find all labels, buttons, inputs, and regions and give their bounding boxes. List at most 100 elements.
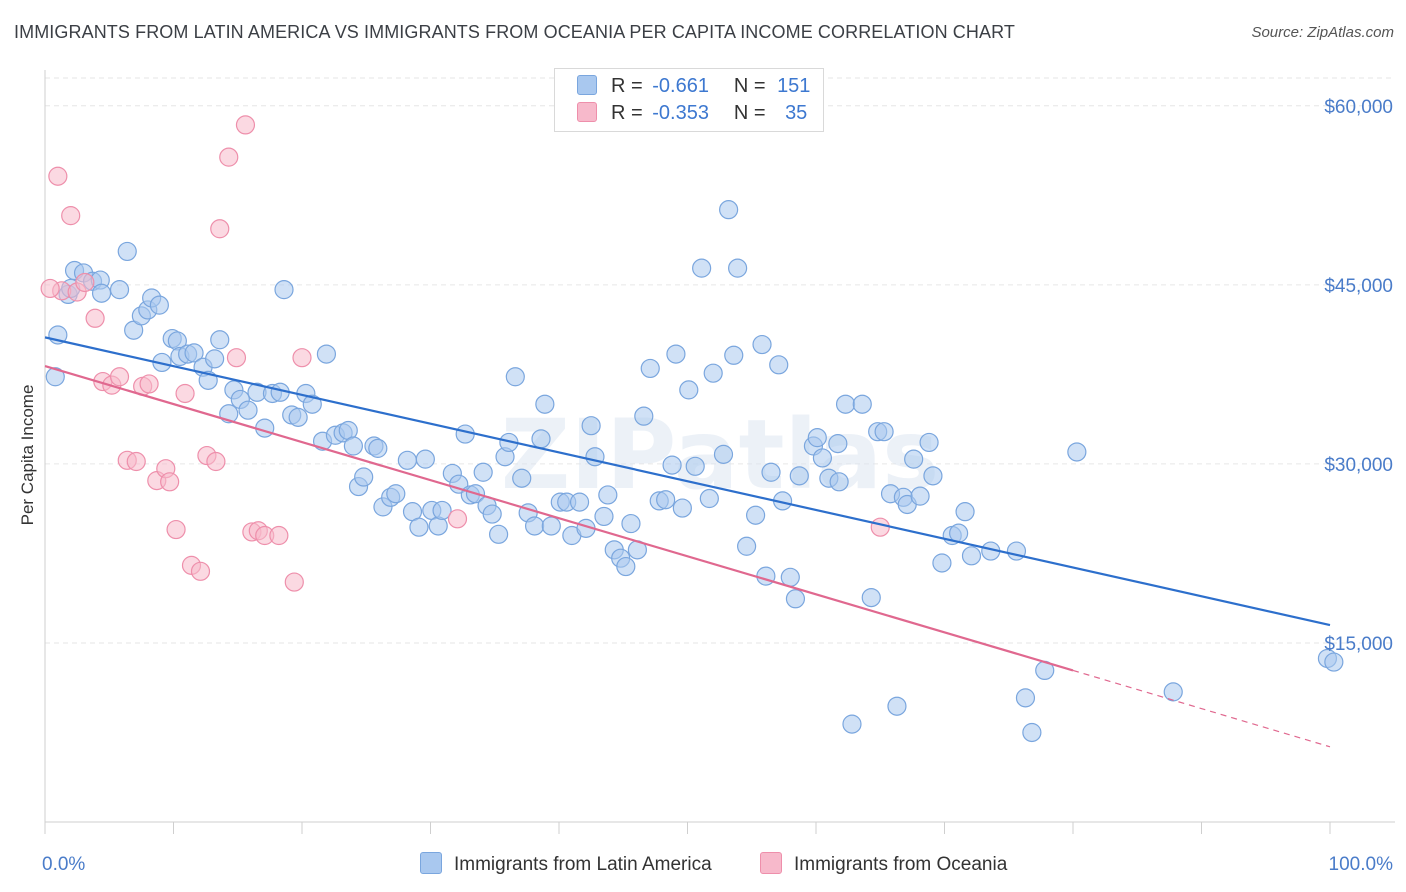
- data-point-latin-america: [835, 394, 856, 414]
- bottom-legend-swatch-pink: [760, 852, 782, 874]
- data-point-latin-america: [728, 258, 748, 278]
- data-point-latin-america: [656, 490, 676, 510]
- legend-n-label: N =: [733, 75, 766, 97]
- data-point-latin-america: [828, 434, 848, 454]
- data-point-latin-america: [746, 505, 766, 525]
- y-tick-label: $45,000: [1324, 276, 1393, 297]
- legend-n-label: N =: [733, 102, 766, 124]
- axes: [44, 70, 1395, 834]
- legend-r-label: R =: [611, 75, 643, 97]
- series-latin-america: [45, 200, 1344, 743]
- data-point-latin-america: [769, 355, 789, 375]
- data-point-latin-america: [354, 467, 374, 487]
- data-point-latin-america: [861, 587, 881, 608]
- legend-swatch-pink: [577, 102, 597, 122]
- data-point-latin-america: [789, 466, 809, 486]
- data-point-latin-america: [512, 468, 532, 488]
- trend-line-oceania-extrapolated: [1072, 669, 1331, 748]
- data-point-latin-america: [672, 498, 692, 518]
- data-point-latin-america: [807, 428, 827, 448]
- legend-row-oceania: R = -0.353 N = 35: [577, 102, 807, 128]
- y-axis-label: Per Capita Income: [18, 385, 37, 526]
- trend-lines: [44, 336, 1331, 748]
- bottom-legend-oceania: Immigrants from Oceania: [760, 852, 1007, 876]
- data-point-oceania: [85, 308, 105, 328]
- data-point-latin-america: [205, 349, 225, 369]
- data-point-latin-america: [397, 450, 417, 470]
- data-point-latin-america: [505, 367, 525, 387]
- data-point-latin-america: [581, 416, 601, 436]
- data-point-latin-america: [415, 449, 435, 469]
- data-point-oceania: [126, 451, 146, 472]
- data-point-oceania: [175, 383, 195, 404]
- data-point-oceania: [210, 219, 230, 239]
- bottom-legend-label: Immigrants from Latin America: [454, 854, 712, 875]
- data-point-oceania: [40, 278, 60, 299]
- data-point-oceania: [75, 272, 95, 293]
- x-tick-label-max: 100.0%: [1329, 854, 1394, 875]
- data-point-latin-america: [1015, 688, 1036, 708]
- data-point-latin-america: [432, 500, 452, 521]
- data-point-latin-america: [923, 466, 943, 486]
- data-point-latin-america: [274, 280, 294, 300]
- stats-legend: R = -0.661 N = 151 R = -0.353 N = 35: [554, 68, 824, 132]
- data-point-latin-america: [1324, 652, 1344, 672]
- data-point-oceania: [206, 451, 226, 472]
- data-point-latin-america: [109, 280, 130, 300]
- data-point-latin-america: [737, 536, 757, 556]
- data-point-latin-america: [343, 436, 363, 456]
- y-tick-label: $60,000: [1324, 97, 1393, 118]
- data-point-latin-america: [210, 330, 230, 350]
- data-point-oceania: [61, 206, 81, 226]
- y-tick-label: $15,000: [1324, 634, 1393, 655]
- data-point-oceania: [160, 472, 180, 492]
- data-point-oceania: [226, 348, 247, 368]
- data-point-latin-america: [598, 485, 618, 505]
- data-point-oceania: [139, 374, 159, 394]
- data-point-latin-america: [685, 456, 705, 476]
- data-point-latin-america: [535, 394, 555, 414]
- legend-row-latin-america: R = -0.661 N = 151: [577, 75, 810, 101]
- data-point-oceania: [269, 525, 289, 546]
- data-point-latin-america: [666, 344, 686, 364]
- data-point-latin-america: [569, 492, 590, 512]
- legend-r-value: -0.661: [652, 75, 709, 97]
- data-point-latin-america: [752, 334, 772, 355]
- data-point-oceania: [166, 519, 186, 540]
- data-point-latin-america: [713, 444, 734, 464]
- grid-lines: [45, 77, 1395, 644]
- data-point-latin-america: [455, 424, 475, 444]
- data-point-latin-america: [919, 432, 939, 453]
- data-point-latin-america: [1022, 722, 1042, 743]
- source-credit: Source: ZipAtlas.com: [1251, 24, 1394, 41]
- data-point-latin-america: [45, 367, 65, 387]
- legend-r-label: R =: [611, 102, 643, 124]
- data-point-oceania: [447, 509, 468, 529]
- data-point-latin-america: [961, 546, 982, 566]
- data-point-oceania: [48, 166, 68, 186]
- legend-r-value: -0.353: [652, 102, 709, 124]
- bottom-legend-swatch-blue: [420, 852, 442, 874]
- data-point-latin-america: [719, 200, 739, 220]
- data-point-latin-america: [594, 506, 614, 527]
- data-point-latin-america: [724, 345, 744, 365]
- data-point-latin-america: [829, 472, 849, 492]
- legend-n-value: 35: [785, 102, 808, 124]
- data-point-latin-america: [302, 394, 322, 414]
- series-oceania: [40, 115, 890, 592]
- data-point-latin-america: [887, 696, 907, 716]
- data-point-latin-america: [238, 400, 258, 420]
- data-point-latin-america: [785, 589, 806, 609]
- data-point-oceania: [284, 572, 304, 592]
- data-point-oceania: [190, 561, 211, 581]
- data-point-latin-america: [780, 567, 800, 587]
- data-point-oceania: [235, 115, 256, 135]
- x-tick-label-min: 0.0%: [42, 854, 85, 875]
- data-point-latin-america: [761, 462, 781, 482]
- data-point-latin-america: [634, 406, 654, 426]
- data-point-latin-america: [692, 258, 712, 278]
- data-point-latin-america: [703, 363, 723, 383]
- data-point-latin-america: [482, 504, 502, 524]
- data-point-latin-america: [842, 714, 862, 734]
- data-point-latin-america: [368, 438, 388, 458]
